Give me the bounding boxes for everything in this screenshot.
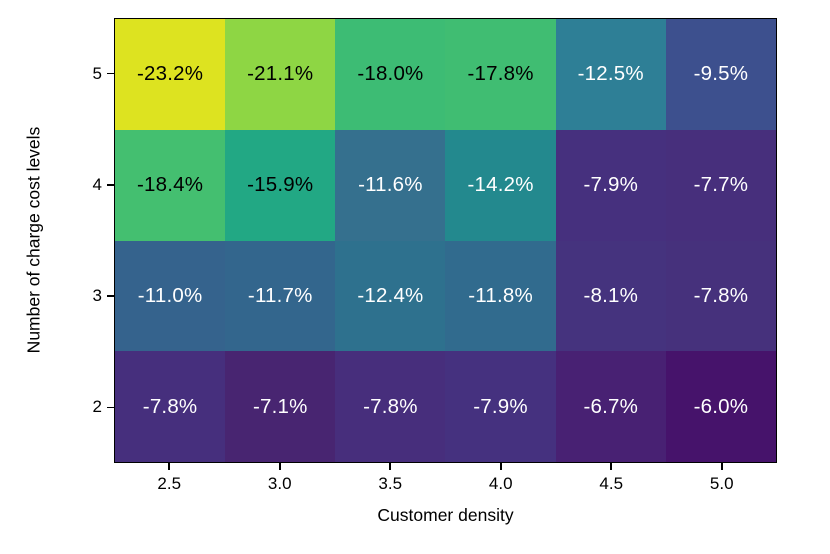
x-tick-label: 2.5 bbox=[157, 474, 182, 493]
x-tick-label: 4.5 bbox=[599, 474, 624, 493]
x-tick-label: 3.5 bbox=[378, 474, 403, 493]
heatmap-cell: -21.1% bbox=[225, 19, 336, 130]
x-axis-title: Customer density bbox=[377, 505, 514, 525]
y-tick-mark bbox=[107, 406, 114, 409]
heatmap-cell: -7.8% bbox=[335, 351, 446, 462]
y-axis-title: Number of charge cost levels bbox=[23, 126, 44, 354]
y-tick-label: 2 bbox=[92, 397, 102, 417]
heatmap-cell: -23.2% bbox=[115, 19, 226, 130]
heatmap-cell: -7.9% bbox=[555, 129, 666, 241]
x-tick-label: 3.0 bbox=[267, 474, 292, 493]
heatmap-cell: -18.4% bbox=[115, 129, 226, 241]
heatmap-cell: -12.5% bbox=[555, 19, 666, 130]
heatmap-cell: -12.4% bbox=[335, 240, 446, 352]
y-tick-mark bbox=[107, 295, 114, 297]
x-tick-mark bbox=[610, 463, 613, 470]
x-tick-mark bbox=[389, 463, 392, 470]
heatmap-cell: -8.1% bbox=[555, 240, 666, 352]
x-tick-label: 5.0 bbox=[709, 474, 734, 493]
y-tick: 4 bbox=[0, 129, 114, 240]
x-tick: 2.5 bbox=[114, 463, 225, 494]
x-axis-ticks: 2.5 3.0 3.5 4.0 4.5 5.0 bbox=[114, 463, 777, 494]
heatmap-cell: -15.9% bbox=[225, 129, 336, 241]
x-tick-mark bbox=[720, 463, 723, 470]
heatmap-cell: -6.0% bbox=[665, 351, 776, 462]
heatmap-cell: -11.7% bbox=[225, 240, 336, 352]
y-tick-label: 5 bbox=[92, 63, 102, 83]
x-tick: 3.5 bbox=[335, 463, 446, 494]
heatmap-cell: -11.6% bbox=[335, 129, 446, 241]
heatmap-cell: -18.0% bbox=[335, 19, 446, 130]
heatmap-cell: -14.2% bbox=[445, 129, 556, 241]
y-tick-mark bbox=[107, 72, 114, 75]
heatmap-cell: -9.5% bbox=[665, 19, 776, 130]
x-tick: 4.0 bbox=[446, 463, 557, 494]
heatmap-cell: -11.0% bbox=[115, 240, 226, 352]
heatmap-cell: -7.8% bbox=[665, 240, 776, 352]
y-axis-ticks: 5 4 3 2 bbox=[0, 18, 114, 463]
heatmap-cell: -17.8% bbox=[445, 19, 556, 130]
heatmap-cell: -7.7% bbox=[665, 129, 776, 241]
heatmap-plot-area: -23.2% -21.1% -18.0% -17.8% -12.5% -9.5% -18.4… bbox=[114, 18, 777, 463]
x-tick: 5.0 bbox=[667, 463, 778, 494]
y-tick: 5 bbox=[0, 18, 114, 129]
heatmap-cell: -6.7% bbox=[555, 351, 666, 462]
heatmap-cell: -7.1% bbox=[225, 351, 336, 462]
y-tick-label: 4 bbox=[92, 174, 102, 194]
heatmap-cell: -11.8% bbox=[445, 240, 556, 352]
x-tick: 3.0 bbox=[225, 463, 336, 494]
y-tick: 3 bbox=[0, 241, 114, 352]
x-tick-label: 4.0 bbox=[488, 474, 513, 493]
y-tick-mark bbox=[107, 184, 114, 186]
x-tick-mark bbox=[278, 463, 281, 470]
y-tick: 2 bbox=[0, 352, 114, 463]
x-tick-mark bbox=[168, 463, 171, 470]
y-tick-label: 3 bbox=[92, 286, 102, 306]
heatmap-cell: -7.9% bbox=[445, 351, 556, 462]
heatmap-cell: -7.8% bbox=[115, 351, 226, 462]
x-tick: 4.5 bbox=[556, 463, 667, 494]
x-tick-mark bbox=[499, 463, 502, 470]
